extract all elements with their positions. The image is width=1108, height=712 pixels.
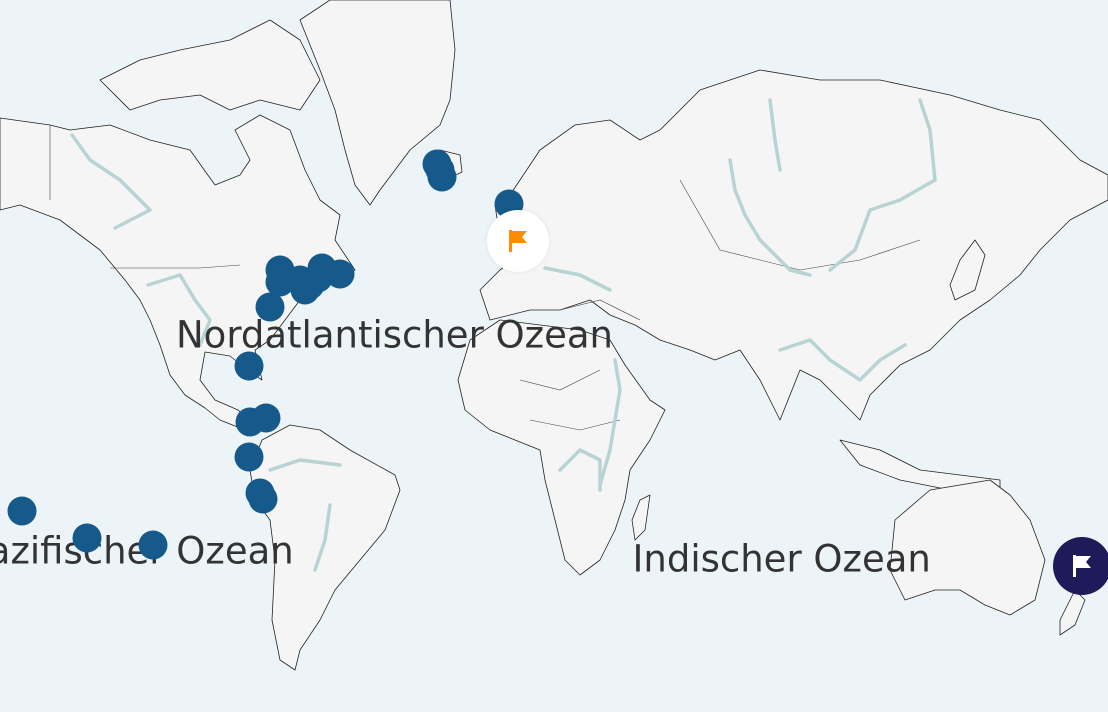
location-marker[interactable] <box>251 403 281 433</box>
location-marker[interactable] <box>248 484 278 514</box>
location-marker[interactable] <box>7 496 37 526</box>
selected-flag-marker[interactable] <box>486 209 549 272</box>
location-marker[interactable] <box>234 442 264 472</box>
location-marker[interactable] <box>325 259 355 289</box>
location-marker[interactable] <box>255 292 285 322</box>
new-zealand <box>1059 589 1086 636</box>
location-marker[interactable] <box>290 275 320 305</box>
madagascar <box>631 494 651 541</box>
location-marker[interactable] <box>138 530 168 560</box>
south-america <box>249 424 401 671</box>
location-marker[interactable] <box>72 523 102 553</box>
indonesia <box>839 439 1001 491</box>
africa <box>457 319 666 576</box>
landmasses <box>0 0 1108 671</box>
japan <box>949 239 986 301</box>
eurasia <box>479 69 1108 421</box>
arctic-islands <box>99 19 321 111</box>
borders <box>49 125 921 431</box>
flag-icon <box>508 229 527 252</box>
flag-marker[interactable] <box>1053 536 1108 595</box>
location-marker[interactable] <box>427 162 457 192</box>
flag-icon <box>1073 554 1092 577</box>
location-marker[interactable] <box>234 351 264 381</box>
rivers <box>70 98 937 572</box>
australia <box>889 479 1046 616</box>
greenland <box>299 0 456 206</box>
